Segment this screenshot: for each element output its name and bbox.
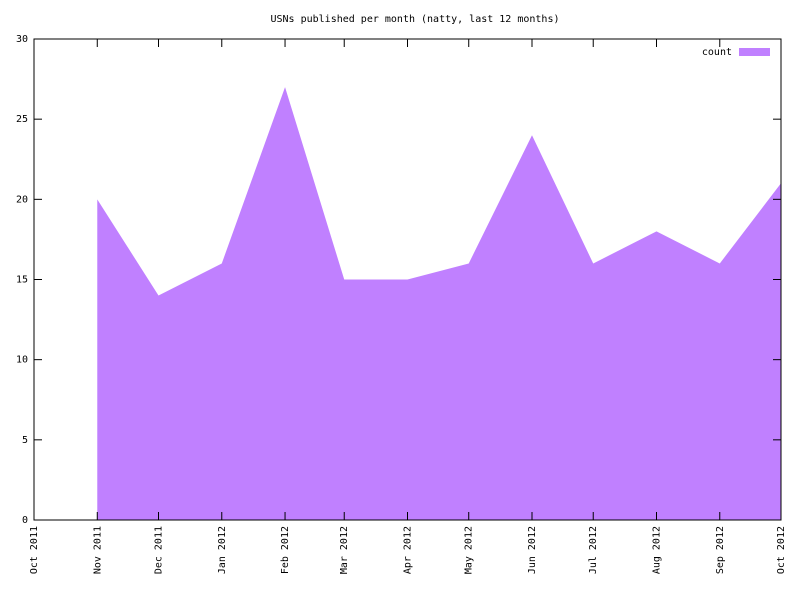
x-tick-label: Jun 2012 <box>527 526 538 574</box>
x-tick-label: Mar 2012 <box>339 526 350 574</box>
legend-label: count <box>702 47 732 58</box>
x-tick-label: Aug 2012 <box>652 526 663 574</box>
y-tick-label: 20 <box>16 194 28 205</box>
x-tick-label: May 2012 <box>464 526 475 574</box>
x-tick-label: Feb 2012 <box>280 526 291 574</box>
y-tick-label: 30 <box>16 34 28 45</box>
y-tick-label: 15 <box>16 275 28 286</box>
x-tick-label: Jul 2012 <box>588 526 599 574</box>
y-tick-label: 10 <box>16 355 28 366</box>
x-tick-label: Dec 2011 <box>154 526 165 574</box>
y-tick-label: 0 <box>22 515 28 526</box>
x-tick-label: Oct 2011 <box>29 526 40 574</box>
x-tick-label: Sep 2012 <box>715 526 726 574</box>
x-tick-label: Oct 2012 <box>776 526 787 574</box>
y-tick-label: 25 <box>16 114 28 125</box>
y-tick-label: 5 <box>22 435 28 446</box>
x-tick-label: Apr 2012 <box>403 526 414 574</box>
x-tick-label: Nov 2011 <box>92 526 103 574</box>
chart-title: USNs published per month (natty, last 12… <box>271 14 560 25</box>
area <box>97 87 781 520</box>
x-tick-label: Jan 2012 <box>217 526 228 574</box>
legend-swatch <box>739 48 770 56</box>
